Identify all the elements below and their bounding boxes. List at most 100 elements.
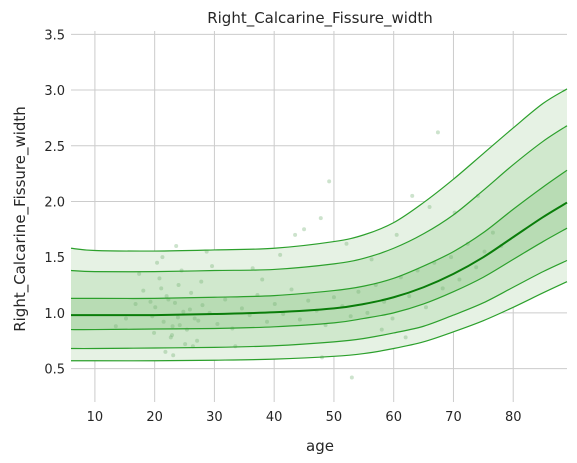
y-tick-label: 1.5	[44, 251, 65, 266]
scatter-point	[390, 316, 395, 321]
scatter-point	[348, 314, 353, 319]
scatter-point	[177, 323, 182, 328]
scatter-point	[379, 327, 384, 332]
scatter-point	[435, 130, 440, 135]
scatter-point	[482, 249, 487, 254]
scatter-point	[440, 286, 445, 291]
y-axis-label: Right_Calcarine_Fissure_width	[11, 106, 30, 332]
scatter-point	[423, 305, 428, 310]
scatter-point	[407, 294, 412, 299]
scatter-point	[349, 375, 354, 380]
scatter-point	[215, 322, 220, 327]
quantile-line	[70, 125, 568, 273]
scatter-point	[327, 179, 332, 184]
scatter-point	[148, 299, 153, 304]
x-tick-labels: 10 20 30 40 50 60 70 80	[87, 410, 522, 425]
quantile-line	[71, 281, 568, 362]
scatter-point	[174, 244, 179, 249]
quantile-line	[70, 259, 568, 350]
scatter-point	[260, 277, 265, 282]
scatter-point	[153, 305, 158, 310]
scatter-point	[183, 342, 188, 347]
scatter-point	[306, 298, 311, 303]
scatter-point	[189, 290, 194, 295]
scatter-point	[289, 287, 294, 292]
scatter-point	[344, 241, 349, 246]
median-line	[71, 201, 568, 317]
scatter-point	[356, 289, 361, 294]
x-tick-label: 40	[266, 410, 283, 425]
scatter-point	[170, 324, 175, 329]
scatter-point	[181, 309, 186, 314]
scatter-point	[137, 271, 142, 276]
scatter-point	[318, 216, 323, 221]
quantile-bands	[71, 88, 567, 361]
scatter-point	[157, 276, 162, 281]
scatter-point	[490, 230, 495, 235]
scatter-point	[164, 294, 169, 299]
x-tick-label: 80	[505, 410, 522, 425]
scatter-point	[159, 286, 164, 291]
scatter-point	[163, 349, 168, 354]
y-tick-label: 2.0	[44, 195, 65, 210]
scatter-point	[179, 268, 184, 273]
scatter-point	[427, 205, 432, 210]
y-tick-labels: 0.5 1.0 1.5 2.0 2.5 3.0 3.5	[44, 28, 65, 377]
scatter-point	[169, 333, 174, 338]
scatter-point	[195, 338, 200, 343]
y-tick-label: 3.0	[44, 84, 65, 99]
scatter-point	[210, 264, 215, 269]
x-tick-label: 50	[326, 410, 343, 425]
scatter-point	[233, 344, 238, 349]
scatter-point	[457, 277, 462, 282]
quantile-line	[70, 88, 568, 252]
scatter-point	[449, 255, 454, 260]
scatter-point	[278, 252, 283, 257]
scatter-point	[265, 319, 270, 324]
scatter-point	[293, 232, 298, 237]
scatter-point	[394, 232, 399, 237]
quantile-line	[70, 169, 568, 300]
scatter-point	[250, 266, 255, 271]
scatter-point	[196, 318, 201, 323]
scatter-point	[223, 297, 228, 302]
scatter-point	[133, 301, 138, 306]
x-tick-label: 60	[385, 410, 402, 425]
scatter-point	[160, 255, 165, 260]
scatter-point	[171, 353, 176, 358]
y-tick-label: 3.5	[44, 28, 65, 43]
scatter-point	[176, 283, 181, 288]
scatter-point	[331, 295, 336, 300]
quantile-lines	[70, 88, 568, 362]
scatter-point	[155, 260, 160, 265]
x-tick-label: 20	[146, 410, 163, 425]
scatter-point	[123, 316, 128, 321]
scatter-point	[474, 265, 479, 270]
scatter-point	[141, 288, 146, 293]
scatter-point	[365, 310, 370, 315]
scatter-point	[161, 319, 166, 324]
scatter-point	[403, 335, 408, 340]
scatter-point	[297, 317, 302, 322]
y-tick-label: 2.5	[44, 140, 65, 155]
scatter-point	[410, 193, 415, 198]
scatter-point	[281, 311, 286, 316]
scatter-point	[302, 227, 307, 232]
y-tick-label: 0.5	[44, 363, 65, 378]
scatter-point	[192, 316, 197, 321]
scatter-point	[239, 306, 244, 311]
scatter-point	[152, 330, 157, 335]
scatter-point	[272, 301, 277, 306]
scatter-point	[168, 335, 173, 340]
scatter-point	[175, 315, 180, 320]
scatter-point	[199, 279, 204, 284]
scatter-point	[187, 307, 192, 312]
y-tick-label: 1.0	[44, 307, 65, 322]
scatter-point	[475, 193, 480, 198]
quantile-line	[70, 227, 568, 331]
x-tick-label: 30	[206, 410, 223, 425]
x-tick-label: 70	[445, 410, 462, 425]
scatter-point	[172, 300, 177, 305]
x-tick-label: 10	[87, 410, 104, 425]
